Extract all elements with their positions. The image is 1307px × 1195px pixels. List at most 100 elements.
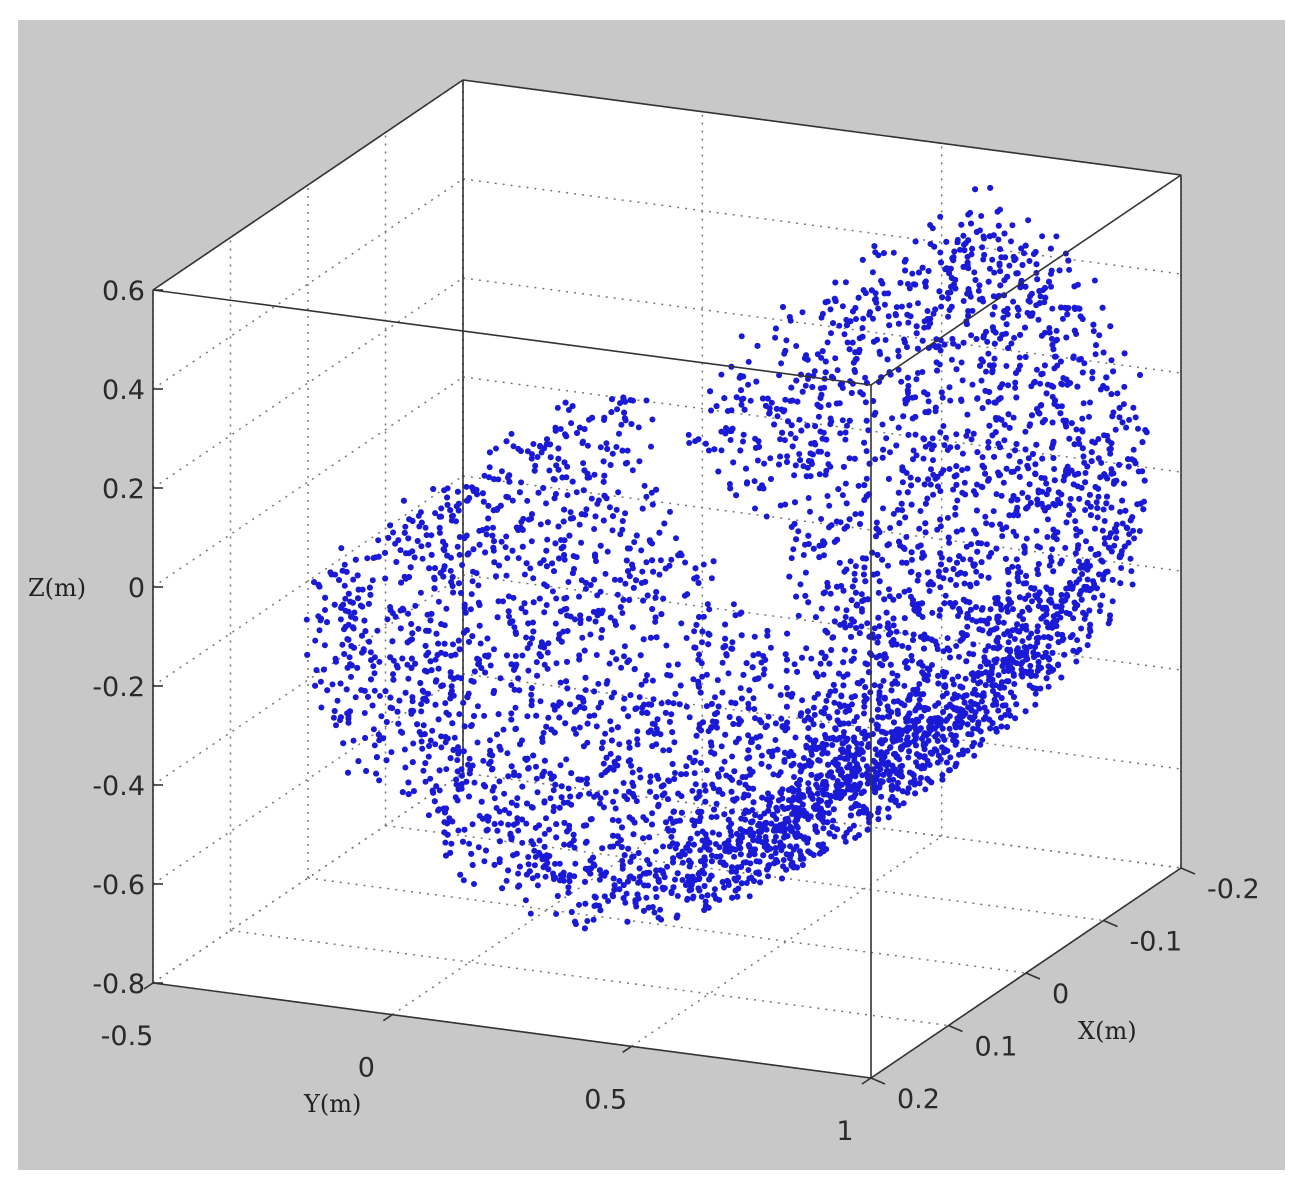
data-point (902, 629, 909, 636)
data-point (999, 702, 1006, 709)
data-point (965, 308, 972, 314)
data-point (515, 827, 522, 834)
data-point (672, 770, 678, 776)
data-point (901, 588, 908, 595)
data-point (874, 706, 881, 713)
data-point (919, 554, 925, 561)
data-point (861, 710, 867, 717)
data-point (829, 774, 836, 781)
grid-line (385, 824, 1104, 922)
data-point (331, 708, 338, 714)
data-point (525, 854, 532, 860)
data-point (765, 713, 772, 720)
data-point (668, 711, 675, 718)
data-point (850, 752, 857, 759)
data-point (468, 591, 475, 598)
data-point (498, 820, 504, 827)
data-point (524, 645, 531, 652)
data-point (666, 843, 673, 850)
data-point (939, 394, 946, 401)
data-point (752, 505, 758, 512)
data-point (780, 408, 787, 415)
data-point (1048, 444, 1055, 451)
data-point (970, 430, 977, 437)
data-point (815, 448, 822, 455)
data-point (540, 729, 547, 736)
data-point (689, 787, 696, 794)
data-point (825, 402, 832, 408)
data-point (764, 627, 771, 634)
data-point (925, 672, 932, 679)
data-point (1107, 445, 1114, 452)
data-point (855, 482, 862, 489)
data-point (758, 752, 765, 759)
data-point (565, 407, 572, 413)
data-point (913, 376, 920, 383)
data-point (607, 718, 614, 725)
grid-line (230, 929, 949, 1027)
data-point (530, 619, 536, 626)
data-point (817, 385, 824, 392)
data-point (541, 609, 548, 616)
data-point (979, 484, 986, 491)
data-point (484, 813, 491, 820)
data-point (811, 439, 818, 446)
data-point (577, 620, 584, 627)
data-point (605, 898, 612, 904)
data-point (548, 775, 555, 782)
data-point (990, 508, 997, 515)
data-point (858, 591, 865, 598)
data-point (537, 521, 544, 528)
data-point (622, 510, 629, 517)
data-point (500, 726, 507, 733)
data-point (655, 801, 662, 808)
data-point (755, 438, 762, 445)
data-point (476, 622, 483, 629)
data-point (921, 645, 927, 652)
data-point (911, 776, 918, 783)
data-point (443, 766, 450, 773)
data-point (777, 769, 784, 776)
data-point (1082, 470, 1089, 476)
data-point (1012, 379, 1019, 386)
data-point (792, 435, 799, 442)
data-point (711, 886, 718, 893)
data-point (1013, 441, 1020, 447)
data-point (784, 459, 790, 465)
data-point (525, 667, 532, 674)
data-point (571, 708, 578, 715)
data-point (640, 814, 647, 821)
data-point (939, 294, 946, 301)
data-point (544, 665, 551, 672)
data-point (534, 872, 541, 879)
data-point (657, 906, 664, 913)
data-point (778, 360, 785, 367)
data-point (985, 574, 992, 581)
data-point (788, 762, 795, 769)
data-point (1101, 518, 1108, 524)
data-point (506, 810, 513, 817)
data-point (435, 598, 442, 605)
data-point (858, 623, 865, 630)
data-point (939, 772, 946, 778)
data-point (433, 783, 440, 790)
data-point (554, 893, 561, 899)
data-point (664, 796, 671, 803)
data-point (433, 630, 440, 637)
data-point (928, 466, 934, 473)
data-point (670, 819, 677, 826)
data-point (910, 456, 916, 463)
data-point (987, 606, 994, 613)
data-point (648, 489, 655, 496)
data-point (333, 722, 339, 729)
data-point (631, 666, 638, 673)
data-point (799, 309, 806, 316)
data-point (895, 320, 902, 327)
data-point (514, 795, 521, 802)
data-point (791, 774, 797, 780)
data-point (715, 703, 722, 710)
data-point (502, 544, 509, 551)
data-point (921, 730, 928, 737)
data-point (563, 605, 570, 612)
data-point (376, 658, 383, 665)
